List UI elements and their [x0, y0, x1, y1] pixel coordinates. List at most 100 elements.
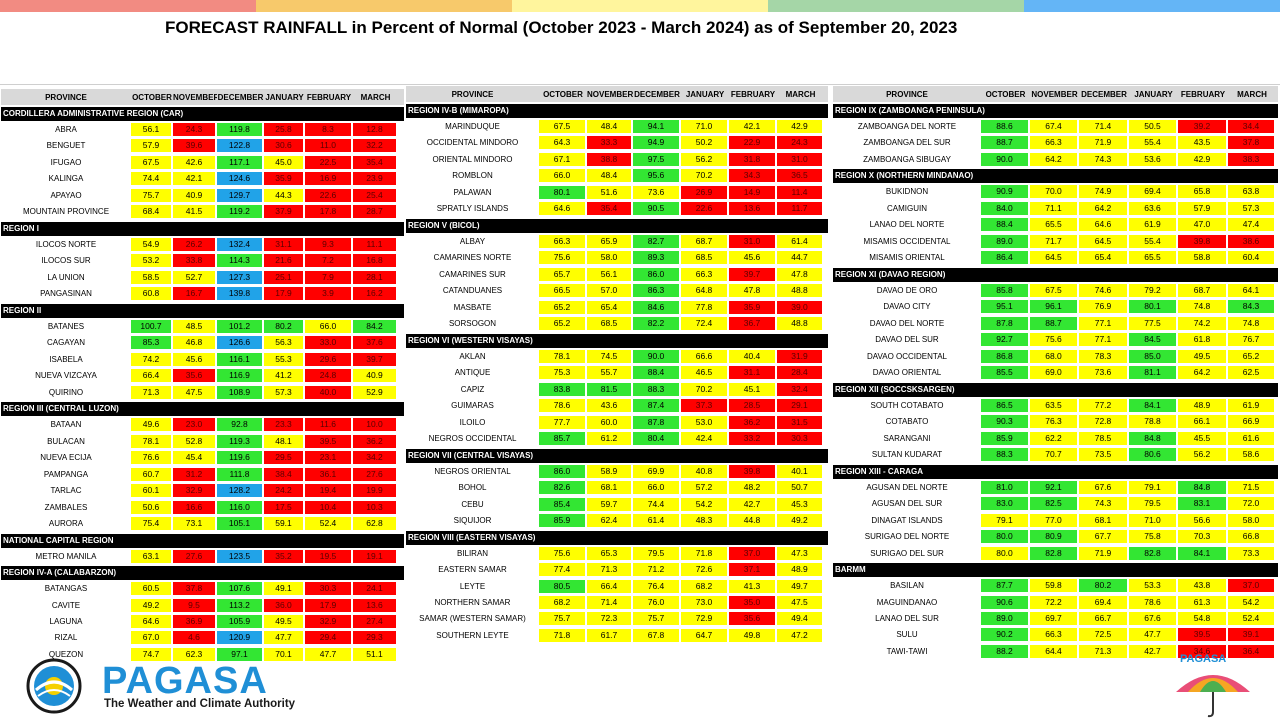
rainfall-value-november: 76.3	[1030, 415, 1077, 429]
rainfall-value-february: 61.3	[1178, 595, 1226, 609]
province-name: GUIMARAS	[451, 401, 494, 411]
rainfall-value-december: 71.3	[1079, 644, 1127, 658]
column-header-february: FEBRUARY	[730, 89, 776, 99]
rainfall-value-december: 111.8	[217, 467, 262, 481]
rainfall-value-february: 66.1	[1178, 415, 1226, 429]
rainfall-value-february: 33.0	[305, 336, 351, 350]
rainfall-value-november: 71.1	[1030, 201, 1077, 215]
rainfall-value-november: 42.6	[173, 155, 215, 169]
rainfall-value-november: 62.3	[173, 647, 215, 661]
rainfall-value-november: 24.3	[173, 122, 215, 136]
rainfall-value-november: 69.0	[1030, 366, 1077, 380]
rainfall-value-october: 57.9	[131, 139, 171, 153]
rainfall-value-march: 47.4	[1228, 218, 1274, 232]
province-name: CATANDUANES	[442, 286, 503, 296]
rainfall-value-december: 139.8	[217, 287, 262, 301]
rainfall-value-january: 53.6	[1129, 152, 1176, 166]
table-row: SULTAN KUDARAT 88.3 70.7 73.5 80.6 56.2 58.6	[833, 447, 1278, 463]
table-row: SAMAR (WESTERN SAMAR) 75.7 72.3 75.7 72.9 35.…	[406, 611, 828, 627]
rainfall-value-march: 47.3	[777, 546, 822, 560]
rainfall-value-january: 42.7	[1129, 644, 1176, 658]
table-row: OCCIDENTAL MINDORO 64.3 33.3 94.9 50.2 22.9 24…	[406, 135, 828, 151]
title-divider	[0, 84, 1280, 85]
rainfall-value-october: 63.1	[131, 549, 171, 563]
rainfall-value-february: 32.9	[305, 615, 351, 628]
rainfall-value-february: 3.9	[305, 287, 351, 301]
rainfall-value-october: 85.9	[539, 514, 585, 528]
province-name: CAMIGUIN	[887, 203, 927, 213]
rainfall-value-march: 49.7	[777, 579, 822, 593]
rainfall-value-october: 78.1	[539, 349, 585, 363]
rainfall-value-october: 100.7	[131, 319, 171, 333]
province-name: AGUSAN DEL NORTE	[866, 482, 948, 492]
rainfall-value-december: 72.8	[1079, 415, 1127, 429]
rainfall-value-march: 52.4	[1228, 612, 1274, 625]
rainfall-value-march: 71.5	[1228, 480, 1274, 494]
table-row: TAWI-TAWI 88.2 64.4 71.3 42.7 34.6 36.4	[833, 643, 1278, 659]
rainfall-value-march: 72.0	[1228, 497, 1274, 511]
column-header-province: PROVINCE	[886, 89, 928, 99]
rainfall-value-december: 119.2	[217, 205, 262, 219]
table-row: EASTERN SAMAR 77.4 71.3 71.2 72.6 37.1 48.9	[406, 561, 828, 577]
column-header-december: DECEMBER	[634, 89, 680, 99]
rainfall-value-december: 74.3	[1079, 497, 1127, 511]
rainfall-value-january: 68.2	[681, 579, 727, 593]
rainfall-value-november: 47.5	[173, 385, 215, 399]
province-name: ZAMBOANGA SIBUGAY	[863, 154, 951, 164]
rainfall-value-march: 31.9	[777, 349, 822, 363]
rainfall-value-march: 31.0	[777, 152, 822, 166]
rainfall-value-march: 49.2	[777, 514, 822, 528]
province-name: LANAO DEL NORTE	[869, 220, 945, 230]
rainfall-value-december: 105.1	[217, 517, 262, 531]
rainfall-value-december: 88.4	[633, 366, 679, 380]
province-name: BULACAN	[47, 436, 85, 446]
rainfall-value-january: 70.2	[681, 169, 727, 183]
rainfall-value-march: 63.8	[1228, 185, 1274, 199]
rainfall-value-november: 35.6	[173, 369, 215, 383]
rainfall-value-january: 49.5	[264, 615, 303, 628]
rainfall-value-march: 24.1	[353, 582, 396, 596]
rainfall-value-december: 71.4	[1079, 119, 1127, 133]
rainfall-value-october: 80.0	[981, 530, 1028, 544]
rainfall-value-october: 68.2	[539, 596, 585, 609]
rainfall-value-january: 71.8	[681, 546, 727, 560]
rainfall-value-february: 56.6	[1178, 513, 1226, 527]
table-row: ZAMBOANGA DEL NORTE 88.6 67.4 71.4 50.5 39.2 3…	[833, 118, 1278, 134]
rainfall-value-october: 86.0	[539, 464, 585, 478]
rainfall-value-december: 76.9	[1079, 300, 1127, 314]
rainfall-value-february: 22.9	[729, 136, 775, 150]
rainfall-value-october: 88.3	[981, 448, 1028, 462]
rainfall-value-february: 48.9	[1178, 398, 1226, 412]
province-name: ISABELA	[49, 354, 83, 364]
rainfall-value-november: 67.5	[1030, 283, 1077, 297]
rainfall-value-january: 50.5	[1129, 119, 1176, 133]
region-header: REGION II	[1, 303, 404, 318]
rainfall-value-november: 71.7	[1030, 234, 1077, 248]
rainfall-value-october: 60.8	[131, 287, 171, 301]
table-row: DAVAO DEL SUR 92.7 75.6 77.1 84.5 61.8 76.7	[833, 332, 1278, 348]
rainfall-value-january: 35.2	[264, 549, 303, 563]
rainfall-value-october: 88.4	[981, 218, 1028, 232]
province-name: ANTIQUE	[454, 368, 491, 378]
table-row: CAMARINES NORTE 75.6 58.0 89.3 68.5 45.6 44.7	[406, 250, 828, 266]
rainfall-value-november: 56.1	[587, 267, 631, 281]
rainfall-value-january: 79.1	[1129, 480, 1176, 494]
province-name: SULTAN KUDARAT	[871, 450, 943, 460]
rainfall-value-december: 67.7	[1079, 530, 1127, 544]
rainfall-value-february: 44.8	[729, 514, 775, 528]
province-name: BASILAN	[890, 581, 924, 591]
province-name: ZAMBALES	[44, 502, 88, 512]
province-name: SARANGANI	[883, 433, 931, 443]
rainfall-value-october: 67.5	[131, 155, 171, 169]
table-row: TARLAC 60.1 32.9 128.2 24.2 19.4 19.9	[1, 483, 404, 499]
rainfall-value-december: 116.9	[217, 369, 262, 383]
province-name: DAVAO OCCIDENTAL	[866, 351, 947, 361]
rainfall-value-october: 56.1	[131, 122, 171, 136]
rainfall-value-october: 74.4	[131, 172, 171, 186]
rainfall-value-january: 53.3	[1129, 579, 1176, 593]
rainfall-value-december: 120.9	[217, 631, 262, 645]
rainfall-value-november: 81.5	[587, 382, 631, 396]
rainfall-value-december: 69.9	[633, 464, 679, 478]
rainfall-value-october: 83.8	[539, 382, 585, 396]
rainfall-value-march: 58.6	[1228, 448, 1274, 462]
